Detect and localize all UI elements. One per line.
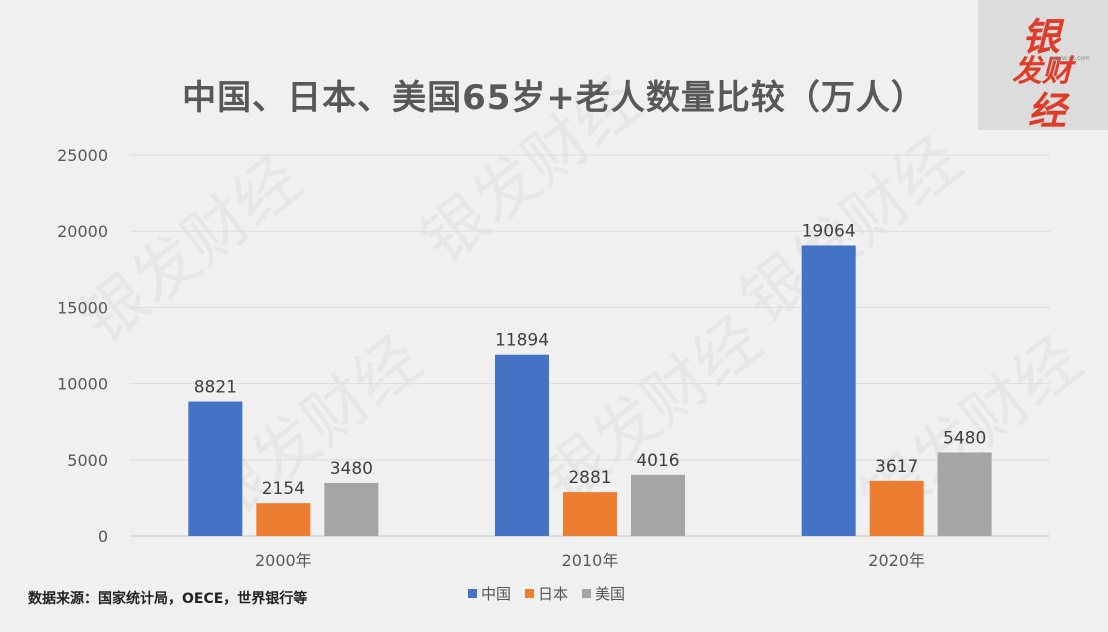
- bar: [869, 480, 924, 536]
- logo-small-text: www.xx.com: [1052, 55, 1090, 62]
- y-tick-label: 5000: [67, 451, 108, 470]
- bar: [256, 503, 311, 536]
- y-tick-label: 0: [98, 527, 108, 546]
- bar: [563, 492, 617, 536]
- legend-item: 中国: [468, 583, 511, 604]
- data-label: 3617: [875, 457, 918, 477]
- data-label: 2881: [568, 468, 611, 488]
- data-label: 11894: [495, 331, 549, 351]
- data-label: 4016: [636, 451, 679, 471]
- legend-label: 美国: [595, 585, 626, 603]
- data-label: 8821: [194, 378, 237, 398]
- bar: [801, 245, 856, 536]
- x-axis: 2000年 2010年 2020年: [255, 551, 925, 570]
- logo-char-2: 发财: [1012, 54, 1072, 89]
- legend-item: 日本: [525, 583, 568, 604]
- x-tick-label: 2020年: [868, 551, 925, 570]
- x-tick-label: 2010年: [562, 551, 619, 570]
- bars: [188, 245, 992, 536]
- y-axis: 0 5000 10000 15000 20000 25000: [57, 146, 108, 546]
- y-tick-label: 15000: [57, 298, 108, 317]
- bar: [188, 401, 243, 536]
- legend-swatch: [525, 589, 535, 598]
- data-label: 3480: [330, 459, 373, 479]
- legend-swatch: [468, 589, 477, 598]
- data-label: 5480: [943, 428, 986, 448]
- x-tick-label: 2000年: [255, 551, 312, 570]
- logo-char-1: 银: [1022, 14, 1061, 59]
- data-label: 19064: [802, 221, 856, 241]
- legend: 中国 日本 美国: [468, 583, 625, 604]
- legend-item: 美国: [582, 583, 625, 604]
- y-tick-label: 25000: [57, 146, 108, 165]
- chart-title: 中国、日本、美国65岁+老人数量比较（万人）: [182, 78, 926, 118]
- data-label: 2154: [262, 479, 305, 499]
- legend-label: 日本: [538, 585, 569, 603]
- logo-char-3: 经: [1028, 88, 1067, 133]
- y-tick-label: 20000: [57, 222, 108, 241]
- y-tick-label: 10000: [57, 375, 108, 394]
- bar: [495, 354, 549, 536]
- legend-swatch: [582, 589, 592, 598]
- bar: [631, 474, 685, 536]
- brand-logo: 银 发财 经 www.xx.com: [978, 0, 1108, 133]
- legend-label: 中国: [481, 585, 512, 603]
- data-labels: 8821 2154 3480 11894 2881 4016 19064 3617 5480: [194, 221, 987, 499]
- source-note: 数据来源：国家统计局，OECE，世界银行等: [28, 591, 308, 607]
- bar: [937, 452, 992, 536]
- bar: [324, 482, 379, 536]
